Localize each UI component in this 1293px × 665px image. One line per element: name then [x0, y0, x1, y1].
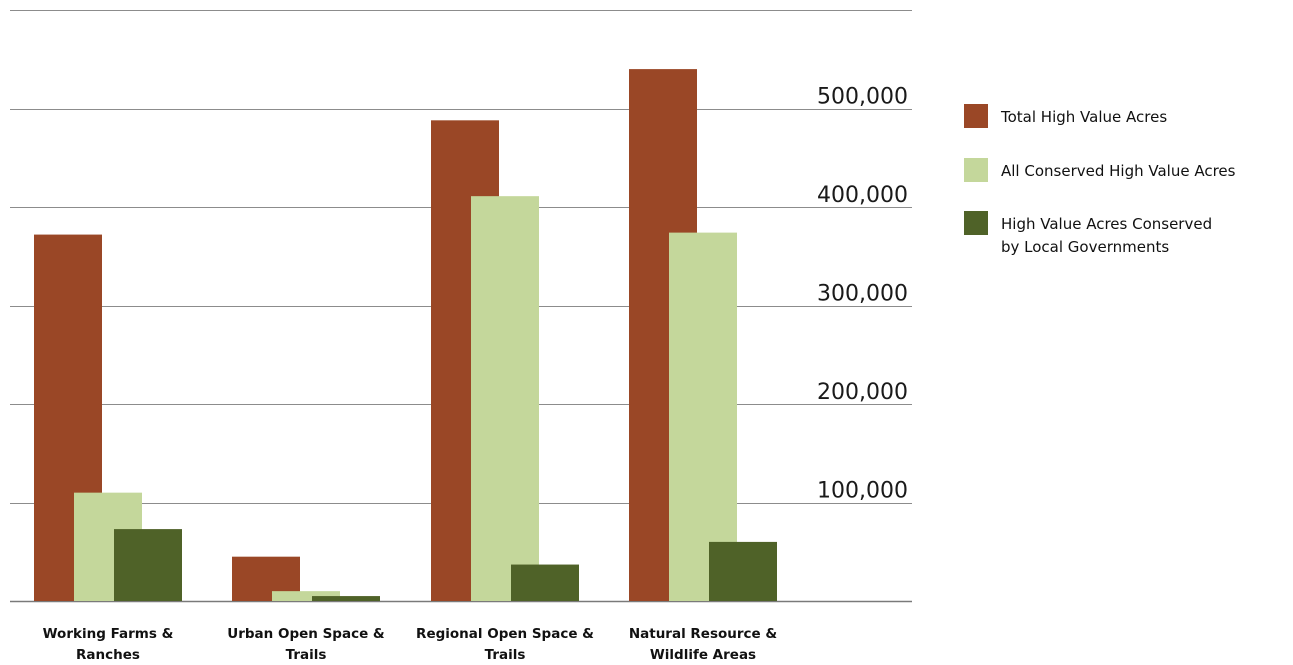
legend-label: All Conserved High Value Acres — [1001, 162, 1236, 180]
bar-2-3 — [471, 196, 539, 602]
y-tick-label: 200,000 — [817, 380, 908, 405]
legend-label: by Local Governments — [1001, 238, 1169, 256]
x-category-label: Regional Open Space & — [416, 626, 594, 642]
bar-3-4 — [709, 541, 777, 601]
x-category-label: Natural Resource & — [629, 626, 778, 642]
bar-3-3 — [511, 564, 579, 601]
legend-swatch — [964, 158, 988, 182]
legend-swatch — [964, 211, 988, 235]
legend-label: Total High Value Acres — [1000, 108, 1167, 126]
y-tick-label: 400,000 — [817, 183, 908, 208]
x-axis-category-labels: Working Farms & Ranches Urban Open Space &… — [43, 626, 778, 663]
bar-2-4 — [669, 232, 737, 602]
x-category-label: Urban Open Space & — [227, 626, 385, 642]
x-category-label: Trails — [286, 647, 327, 663]
bar-2-2 — [272, 591, 340, 601]
legend-swatch — [964, 104, 988, 128]
bar-3-1 — [114, 529, 182, 601]
bars — [34, 69, 777, 602]
x-category-label: Trails — [485, 647, 526, 663]
x-category-label: Ranches — [76, 647, 140, 663]
y-tick-label: 300,000 — [817, 282, 908, 307]
x-category-label: Working Farms & — [43, 626, 174, 642]
bar-3-2 — [312, 596, 380, 601]
x-category-label: Wildlife Areas — [650, 647, 756, 663]
legend: Total High Value Acres All Conserved High… — [964, 104, 1236, 256]
y-axis-tick-labels: 100,000 200,000 300,000 400,000 500,000 — [817, 85, 908, 504]
legend-label: High Value Acres Conserved — [1001, 215, 1212, 233]
y-tick-label: 100,000 — [817, 479, 908, 504]
y-tick-label: 500,000 — [817, 85, 908, 110]
